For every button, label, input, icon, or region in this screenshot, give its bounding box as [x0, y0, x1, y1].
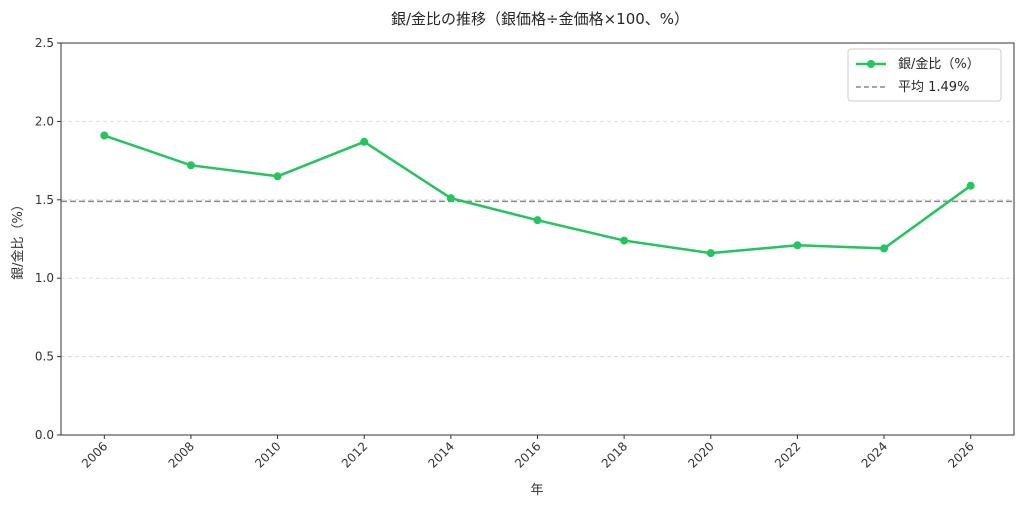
data-point — [273, 172, 282, 181]
y-tick-label: 1.5 — [35, 193, 54, 207]
data-point — [966, 181, 975, 190]
y-tick-label: 0.5 — [35, 350, 54, 364]
legend-series-label: 銀/金比（%） — [898, 56, 980, 72]
x-tick-label: 2022 — [772, 439, 803, 470]
x-tick-label: 2014 — [425, 439, 456, 470]
legend: 銀/金比（%） 平均 1.49% — [847, 48, 1002, 102]
x-tick-label: 2024 — [859, 439, 890, 470]
data-point — [186, 161, 195, 170]
series-group — [100, 131, 975, 258]
x-tick-label: 2026 — [945, 439, 976, 470]
x-tick-label: 2020 — [685, 439, 716, 470]
y-axis-label: 銀/金比（%） — [10, 198, 26, 280]
legend-series-marker — [867, 60, 875, 68]
x-tick-label: 2008 — [166, 439, 197, 470]
plot-frame — [60, 42, 1015, 436]
x-axis-label: 年 — [530, 483, 543, 498]
x-axis-ticks: 2006 2008 2010 2012 2014 2016 2018 2020 2022 2024… — [79, 435, 977, 471]
x-tick-label: 2012 — [339, 439, 370, 470]
data-point — [880, 244, 889, 253]
x-tick-label: 2016 — [512, 439, 543, 470]
legend-box — [847, 48, 1002, 102]
chart-title: 銀/金比の推移（銀価格÷金価格×100、%） — [391, 10, 689, 28]
y-axis-ticks: 0.0 0.5 1.0 1.5 2.0 2.5 — [35, 36, 61, 442]
y-tick-label: 2.5 — [35, 36, 54, 50]
data-point — [360, 137, 369, 146]
x-tick-label: 2010 — [252, 439, 283, 470]
grid-lines — [61, 120, 1014, 358]
x-tick-label: 2018 — [599, 439, 630, 470]
y-tick-label: 0.0 — [35, 428, 54, 442]
data-point — [620, 236, 629, 245]
legend-reference-label: 平均 1.49% — [898, 80, 969, 95]
series-line — [103, 134, 972, 255]
y-tick-label: 1.0 — [35, 271, 54, 285]
data-point — [706, 249, 715, 258]
x-tick-label: 2006 — [79, 439, 110, 470]
data-point — [100, 131, 109, 140]
data-point — [446, 194, 455, 203]
data-point — [793, 241, 802, 250]
y-tick-label: 2.0 — [35, 114, 54, 128]
data-point — [533, 216, 542, 225]
